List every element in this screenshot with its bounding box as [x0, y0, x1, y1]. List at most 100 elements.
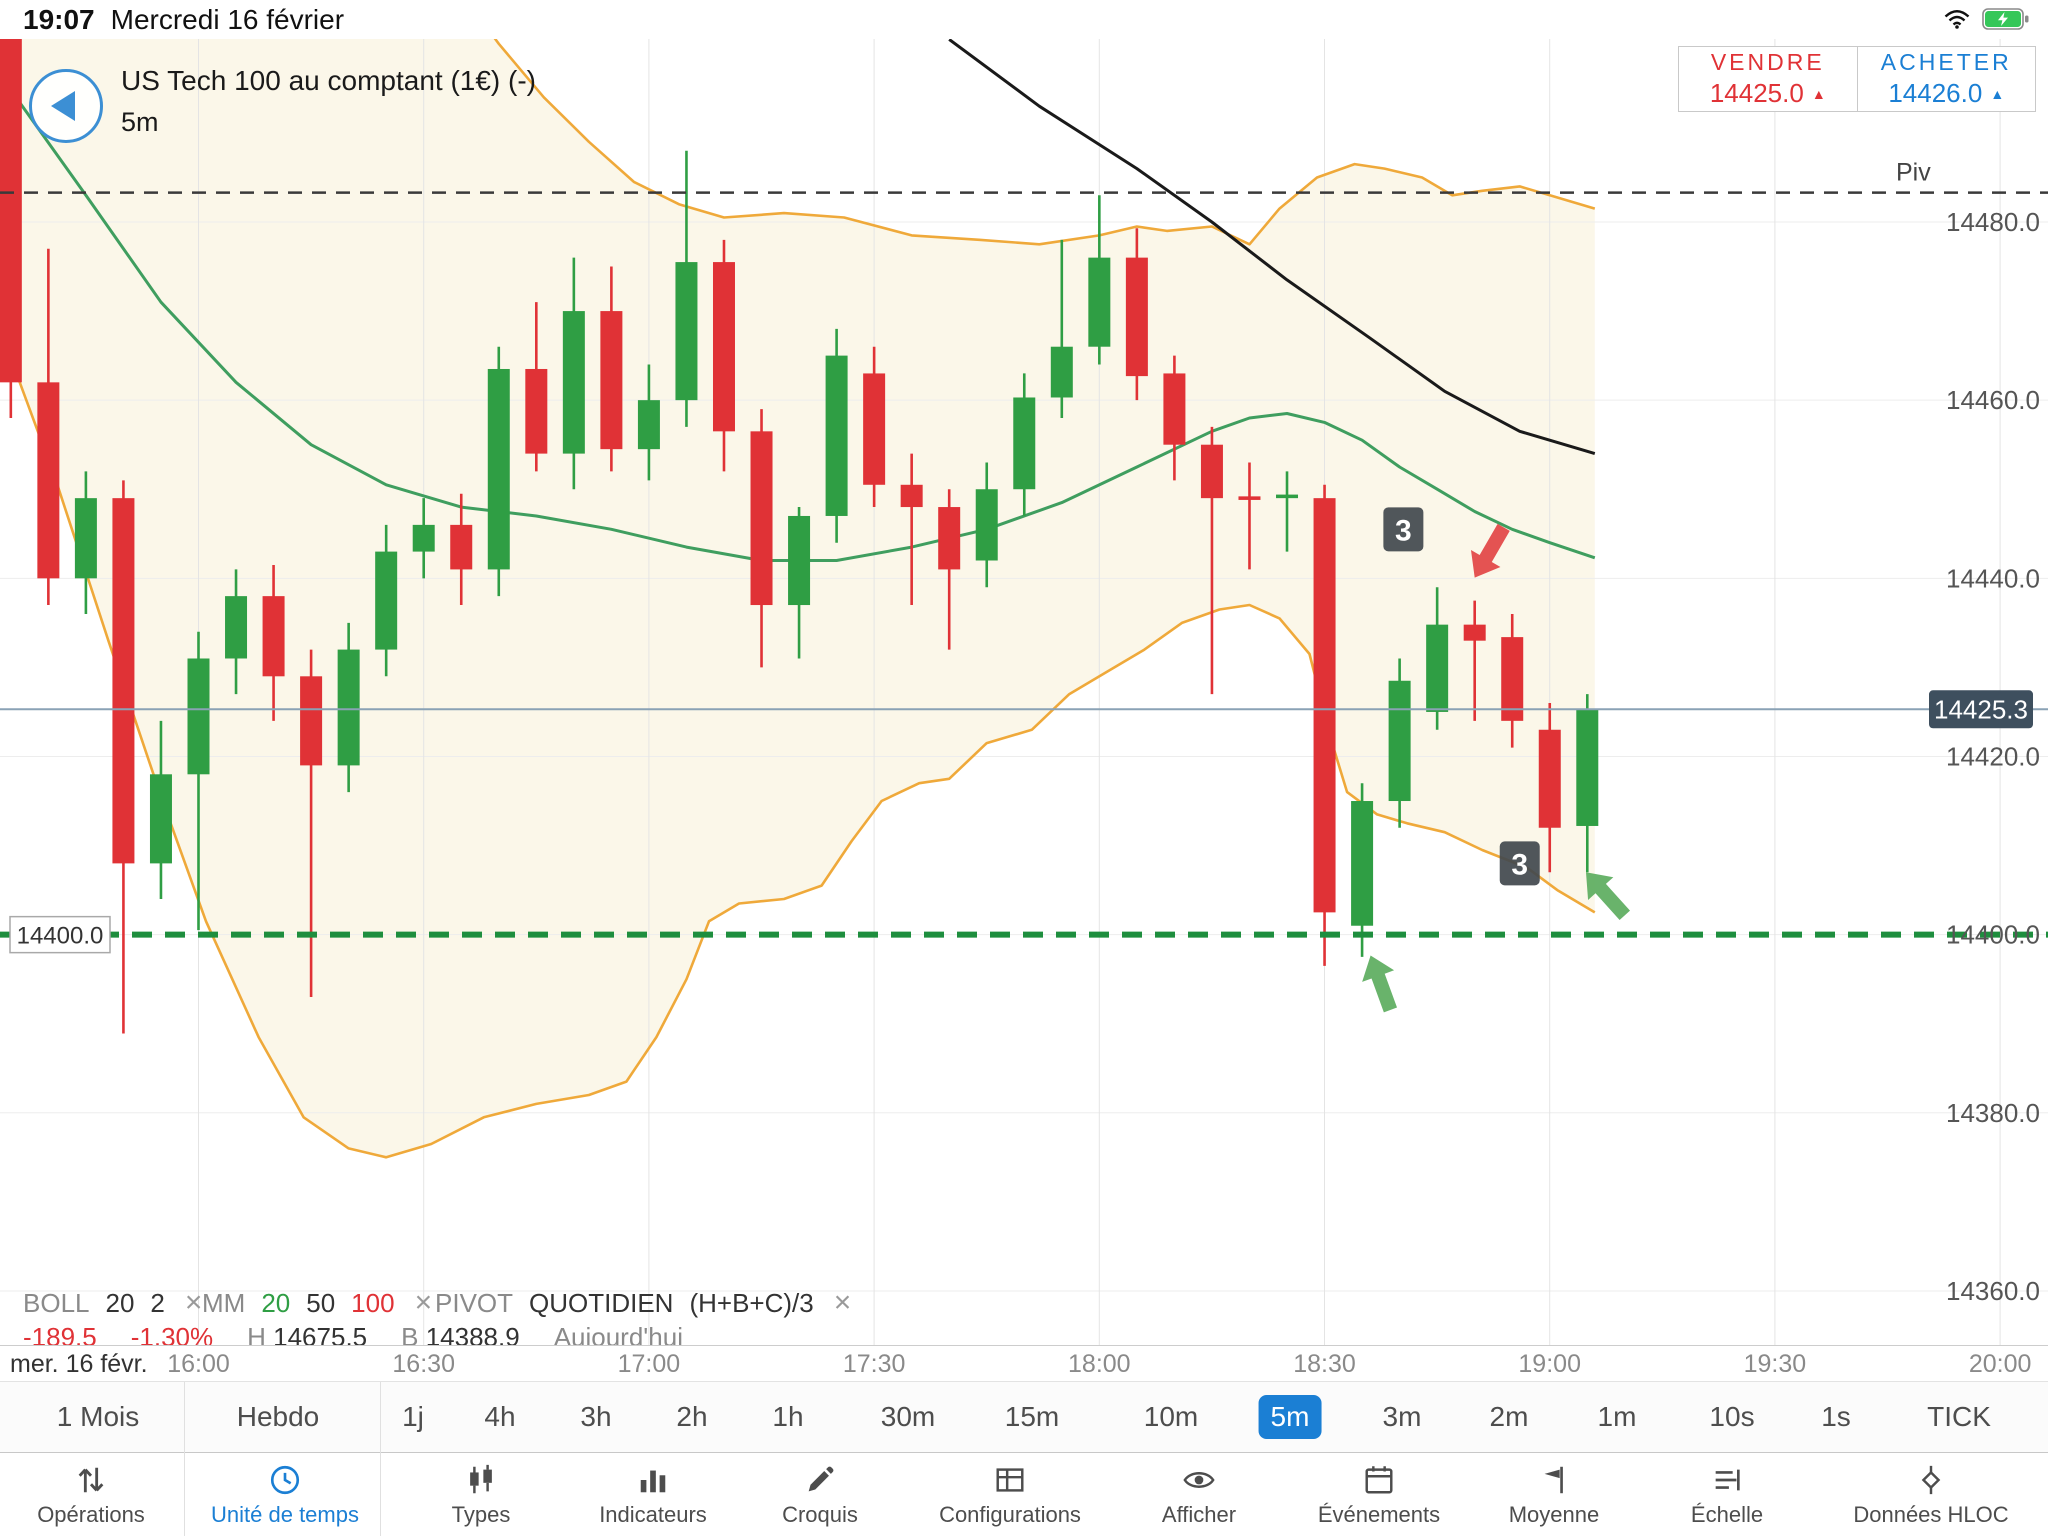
time-tick: 20:00	[1968, 1350, 2032, 1378]
remove-mm-icon[interactable]: ×	[414, 1286, 433, 1319]
candle-up	[675, 262, 698, 401]
tool-label: Unité de temps	[211, 1502, 359, 1527]
quote-panel: VENDRE 14425.0 ▲ ACHETER 14426.0 ▲	[1678, 46, 2036, 112]
tool-echelle[interactable]: Échelle	[1627, 1461, 1827, 1528]
timeframe-5m[interactable]: 5m	[1258, 1395, 1322, 1439]
tool-operations[interactable]: Opérations	[0, 1461, 191, 1528]
remove-pivot-icon[interactable]: ×	[833, 1286, 852, 1319]
up-arrow-icon	[1585, 872, 1631, 921]
tool-afficher[interactable]: Afficher	[1099, 1461, 1299, 1528]
candle-up	[788, 515, 811, 606]
legend-param: QUOTIDIEN	[529, 1287, 674, 1318]
timeframe-2h[interactable]: 2h	[676, 1401, 708, 1432]
ma100-line	[948, 39, 1596, 456]
tool-label: Opérations	[37, 1502, 145, 1527]
candle-up	[1088, 257, 1111, 347]
low-label: B	[401, 1322, 419, 1345]
legend-param: (H+B+C)/3	[689, 1287, 814, 1318]
tool-configurations[interactable]: Configurations	[910, 1461, 1110, 1528]
timeframe-3m[interactable]: 3m	[1382, 1401, 1422, 1432]
candle-down	[900, 484, 923, 508]
sell-price: 14425.0	[1709, 78, 1804, 108]
candle-up	[225, 596, 248, 659]
tool-unite-de-temps[interactable]: Unité de temps	[185, 1461, 385, 1528]
tool-label: Données HLOC	[1853, 1502, 2009, 1527]
chart-area[interactable]: 3 3 14480.0 14460.0 14440.0 14420.0 14400.0 143…	[0, 39, 2048, 1345]
price-tick-label: 14440.0	[1946, 563, 2040, 593]
tool-evenements[interactable]: Événements	[1279, 1461, 1479, 1528]
eye-icon	[1182, 1461, 1216, 1499]
pencil-icon	[803, 1461, 837, 1499]
layout-grid-icon	[993, 1461, 1027, 1499]
candle-down	[262, 596, 285, 677]
time-tick: 19:00	[1518, 1350, 1581, 1378]
flag-icon	[1537, 1461, 1571, 1499]
bar-chart-icon	[636, 1461, 670, 1499]
candle-up	[1050, 346, 1073, 398]
candle-up	[562, 311, 585, 454]
status-icons	[1944, 8, 2030, 35]
candle-down	[450, 524, 473, 570]
chart-timeframe-label: 5m	[121, 107, 159, 137]
timeframe-3h[interactable]: 3h	[580, 1401, 612, 1432]
session-low: 14388.9	[425, 1322, 520, 1345]
status-date: Mercredi 16 février	[110, 3, 345, 35]
timeframe-bar: 1 Mois Hebdo 1j 4h 3h 2h 1h 30m 15m 10m 5m 3m 2m 1m 10…	[0, 1382, 2048, 1452]
tool-indicateurs[interactable]: Indicateurs	[553, 1461, 753, 1528]
time-tick: 17:30	[842, 1350, 906, 1378]
candle-up	[1388, 680, 1411, 802]
candle-down	[1538, 729, 1561, 828]
price-tick-label: 14360.0	[1946, 1276, 2040, 1306]
timeframe-30m[interactable]: 30m	[880, 1401, 936, 1432]
tool-moyenne[interactable]: Moyenne	[1454, 1461, 1654, 1528]
change-percent: -1.30%	[130, 1322, 214, 1345]
candle-up	[337, 649, 360, 766]
tool-types[interactable]: Types	[381, 1461, 581, 1528]
time-tick: 16:30	[392, 1350, 455, 1378]
tool-label: Types	[451, 1502, 511, 1527]
timeframe-tick[interactable]: TICK	[1927, 1401, 1991, 1432]
timeframe-1m[interactable]: 1m	[1597, 1401, 1637, 1432]
session-high: 14675.5	[273, 1322, 368, 1345]
candle-up	[1426, 624, 1449, 712]
buy-button[interactable]: ACHETER 14426.0 ▲	[1858, 47, 2036, 111]
sell-label: VENDRE	[1710, 49, 1825, 75]
remove-boll-icon[interactable]: ×	[184, 1286, 203, 1319]
session-high-group: H 14675.5	[247, 1322, 367, 1345]
timeframe-15m[interactable]: 15m	[1004, 1401, 1060, 1432]
back-button[interactable]	[29, 69, 103, 143]
marker-badge	[1499, 841, 1540, 886]
price-chart: 3 3 14480.0 14460.0 14440.0 14420.0 14400.0 143…	[0, 39, 2048, 1345]
legend-param: 50	[306, 1287, 336, 1318]
candle-up	[412, 524, 435, 552]
session-stats: -189.5 -1.30% H 14675.5 B 14388.9 Aujour…	[23, 1322, 683, 1345]
support-price-label: 14400.0	[17, 923, 104, 950]
candle-down	[1501, 637, 1524, 721]
timeframe-10s[interactable]: 10s	[1709, 1401, 1755, 1432]
price-tick-label: 14400.0	[1946, 920, 2040, 950]
sell-button[interactable]: VENDRE 14425.0 ▲	[1679, 47, 1858, 111]
candle-down	[1238, 496, 1261, 500]
timeframe-hebdo[interactable]: Hebdo	[236, 1401, 320, 1432]
candle-up	[825, 355, 848, 516]
tool-croquis[interactable]: Croquis	[720, 1461, 920, 1528]
candle-up	[74, 498, 97, 579]
timeframe-1j[interactable]: 1j	[402, 1401, 424, 1432]
timeframe-1-mois[interactable]: 1 Mois	[56, 1401, 140, 1432]
high-label: H	[247, 1322, 266, 1345]
calendar-icon	[1362, 1461, 1396, 1499]
candle-down	[300, 676, 323, 766]
timeframe-4h[interactable]: 4h	[484, 1401, 516, 1432]
up-down-arrows-icon	[74, 1461, 108, 1499]
back-icon	[51, 91, 75, 121]
candle-up	[187, 658, 210, 775]
hloc-icon	[1914, 1461, 1948, 1499]
legend-name: BOLL	[23, 1287, 90, 1318]
candle-down	[112, 498, 135, 864]
tool-donnees-hloc[interactable]: Données HLOC	[1831, 1461, 2031, 1528]
timeframe-1h[interactable]: 1h	[772, 1401, 804, 1432]
timeframe-10m[interactable]: 10m	[1143, 1401, 1199, 1432]
timeframe-2m[interactable]: 2m	[1489, 1401, 1529, 1432]
timeframe-1s[interactable]: 1s	[1821, 1401, 1851, 1432]
candle-down	[1463, 624, 1486, 641]
